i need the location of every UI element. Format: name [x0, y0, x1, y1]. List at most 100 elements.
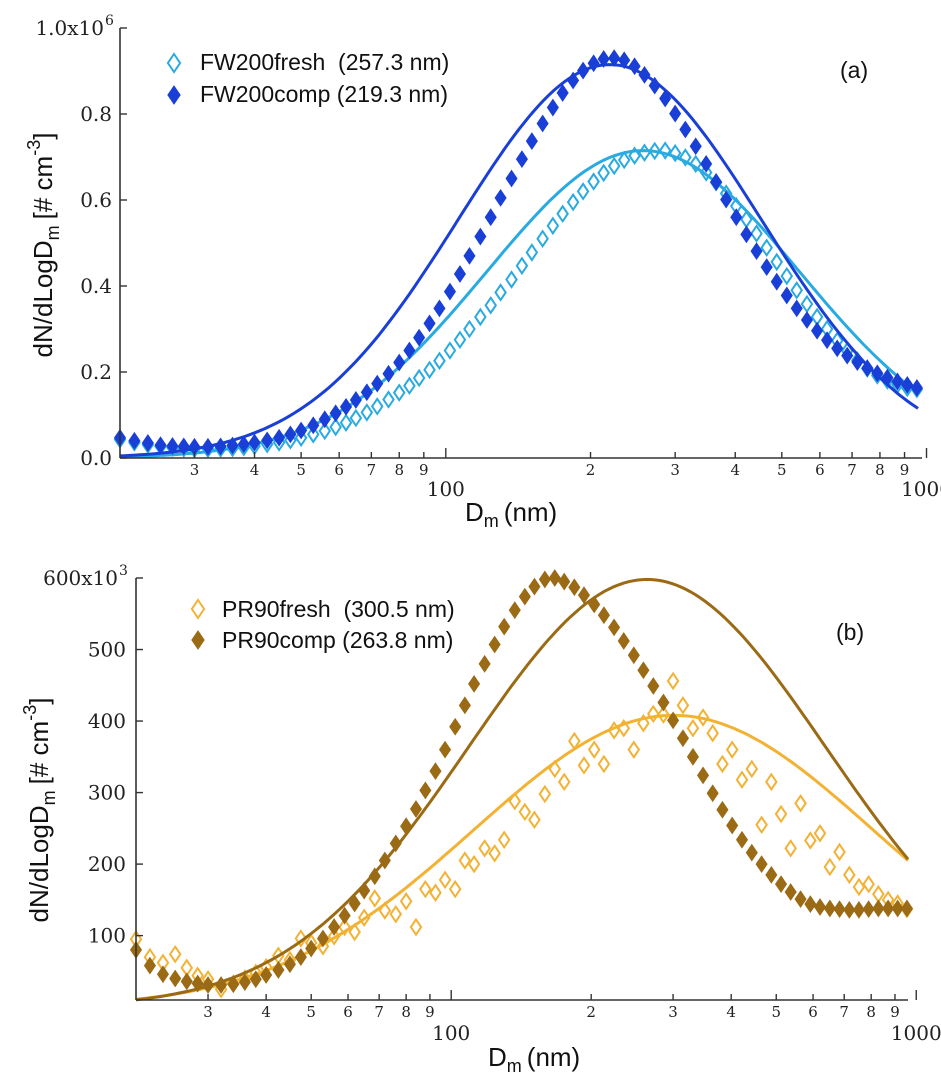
fit-line-fw200comp — [119, 63, 919, 458]
data-point-fw200comp — [443, 282, 456, 301]
data-point-pr90comp — [755, 855, 768, 873]
data-point-fw200comp — [587, 54, 600, 73]
data-point-pr90fresh — [617, 718, 631, 738]
data-point-pr90comp — [468, 674, 481, 693]
data-point-pr90fresh — [813, 824, 827, 843]
data-point-pr90comp — [419, 781, 432, 800]
data-point-fw200comp — [740, 225, 753, 244]
y-tick-label: 200 — [88, 852, 126, 876]
data-point-pr90fresh — [338, 917, 351, 937]
data-point-fw200fresh — [587, 172, 600, 191]
data-point-fw200fresh — [392, 383, 406, 402]
data-point-fw200comp — [525, 132, 538, 150]
data-point-pr90comp — [843, 900, 856, 919]
data-point-fw200fresh — [597, 163, 610, 183]
data-point-fw200fresh — [329, 417, 342, 437]
y-tick-label: 0.0 — [80, 446, 112, 470]
data-point-fw200comp — [166, 437, 179, 455]
x-minor-tick-label: 7 — [847, 461, 857, 479]
legend-marker-pr90fresh — [190, 598, 206, 620]
data-point-fw200comp — [638, 65, 651, 84]
data-point-pr90fresh — [646, 704, 660, 724]
data-point-fw200fresh — [546, 216, 560, 236]
data-point-pr90fresh — [607, 721, 621, 740]
data-point-fw200fresh — [484, 296, 498, 315]
x-minor-tick-label: 5 — [777, 461, 787, 479]
data-point-fw200comp — [536, 114, 549, 133]
data-point-fw200fresh — [306, 425, 320, 444]
y-tick-label: 600x10 — [43, 566, 118, 590]
data-point-pr90fresh — [696, 708, 710, 727]
data-point-fw200comp — [790, 299, 803, 318]
data-point-fw200fresh — [760, 238, 773, 258]
data-point-pr90comp — [784, 883, 797, 901]
data-point-pr90fresh — [706, 723, 720, 743]
data-point-pr90fresh — [557, 772, 571, 792]
data-point-fw200comp — [201, 437, 214, 456]
x-minor-tick-label: 4 — [730, 461, 740, 479]
data-point-pr90fresh — [637, 713, 650, 733]
data-point-pr90comp — [588, 595, 601, 614]
data-point-pr90comp — [716, 800, 729, 819]
panel-a-ylabel: dN/dLogDm[# cm-3] — [24, 133, 63, 358]
data-point-pr90fresh — [538, 784, 552, 804]
x-major-tick-label: 100 — [432, 1021, 470, 1045]
data-point-pr90fresh — [872, 884, 885, 904]
data-point-pr90fresh — [657, 705, 670, 724]
y-tick-label: 0.6 — [80, 188, 112, 212]
data-point-fw200comp — [597, 50, 610, 68]
data-point-pr90comp — [316, 929, 330, 948]
data-point-pr90fresh — [716, 754, 729, 774]
data-point-pr90comp — [726, 816, 739, 835]
legend-marker-pr90comp — [191, 630, 205, 650]
data-point-pr90comp — [528, 577, 541, 596]
data-point-pr90comp — [305, 939, 318, 958]
data-point-pr90fresh — [357, 908, 371, 928]
data-point-fw200fresh — [628, 146, 641, 165]
data-point-fw200comp — [393, 353, 406, 372]
data-point-fw200comp — [851, 353, 864, 371]
data-point-fw200comp — [901, 376, 914, 394]
data-point-pr90comp — [627, 646, 640, 665]
x-minor-tick-label: 7 — [367, 461, 377, 479]
data-point-fw200comp — [770, 272, 783, 291]
data-point-pr90comp — [697, 766, 710, 785]
data-point-pr90comp — [597, 606, 610, 625]
data-point-pr90comp — [201, 976, 215, 994]
data-point-pr90comp — [439, 740, 452, 759]
x-minor-tick-label: 4 — [250, 461, 260, 479]
data-point-pr90comp — [508, 601, 521, 620]
legend-diamond-fw200comp — [167, 85, 181, 105]
data-point-fw200fresh — [770, 252, 784, 272]
data-point-pr90fresh — [348, 922, 361, 942]
data-point-pr90fresh — [774, 804, 788, 824]
y-tick-label: 1.0x10 — [35, 16, 104, 40]
data-point-pr90comp — [191, 974, 204, 993]
data-point-fw200comp — [248, 433, 261, 452]
data-point-pr90fresh — [745, 759, 759, 779]
x-minor-tick-label: 9 — [419, 461, 429, 479]
data-point-pr90comp — [180, 972, 193, 991]
x-minor-tick-label: 9 — [900, 461, 910, 479]
data-point-pr90fresh — [467, 854, 481, 874]
data-point-pr90comp — [794, 890, 807, 909]
data-point-pr90fresh — [378, 901, 392, 920]
data-point-fw200comp — [780, 286, 793, 305]
x-minor-tick-label: 3 — [203, 1003, 213, 1021]
data-point-fw200comp — [841, 346, 854, 365]
data-point-pr90comp — [577, 586, 591, 605]
data-point-fw200comp — [371, 374, 384, 393]
panel-a-marks — [113, 49, 924, 459]
data-point-pr90fresh — [528, 810, 541, 830]
data-point-pr90fresh — [862, 874, 875, 894]
data-point-fw200comp — [679, 120, 692, 139]
data-point-fw200comp — [618, 51, 631, 70]
data-point-fw200comp — [577, 61, 590, 80]
data-point-pr90fresh — [548, 759, 562, 779]
x-major-tick-label: 100 — [427, 477, 465, 501]
data-point-fw200comp — [128, 431, 141, 450]
data-point-pr90fresh — [755, 815, 768, 835]
y-tick-label: 0.4 — [80, 274, 112, 298]
panel-b-ylabel: dN/dLogDm[# cm-3] — [20, 698, 59, 923]
